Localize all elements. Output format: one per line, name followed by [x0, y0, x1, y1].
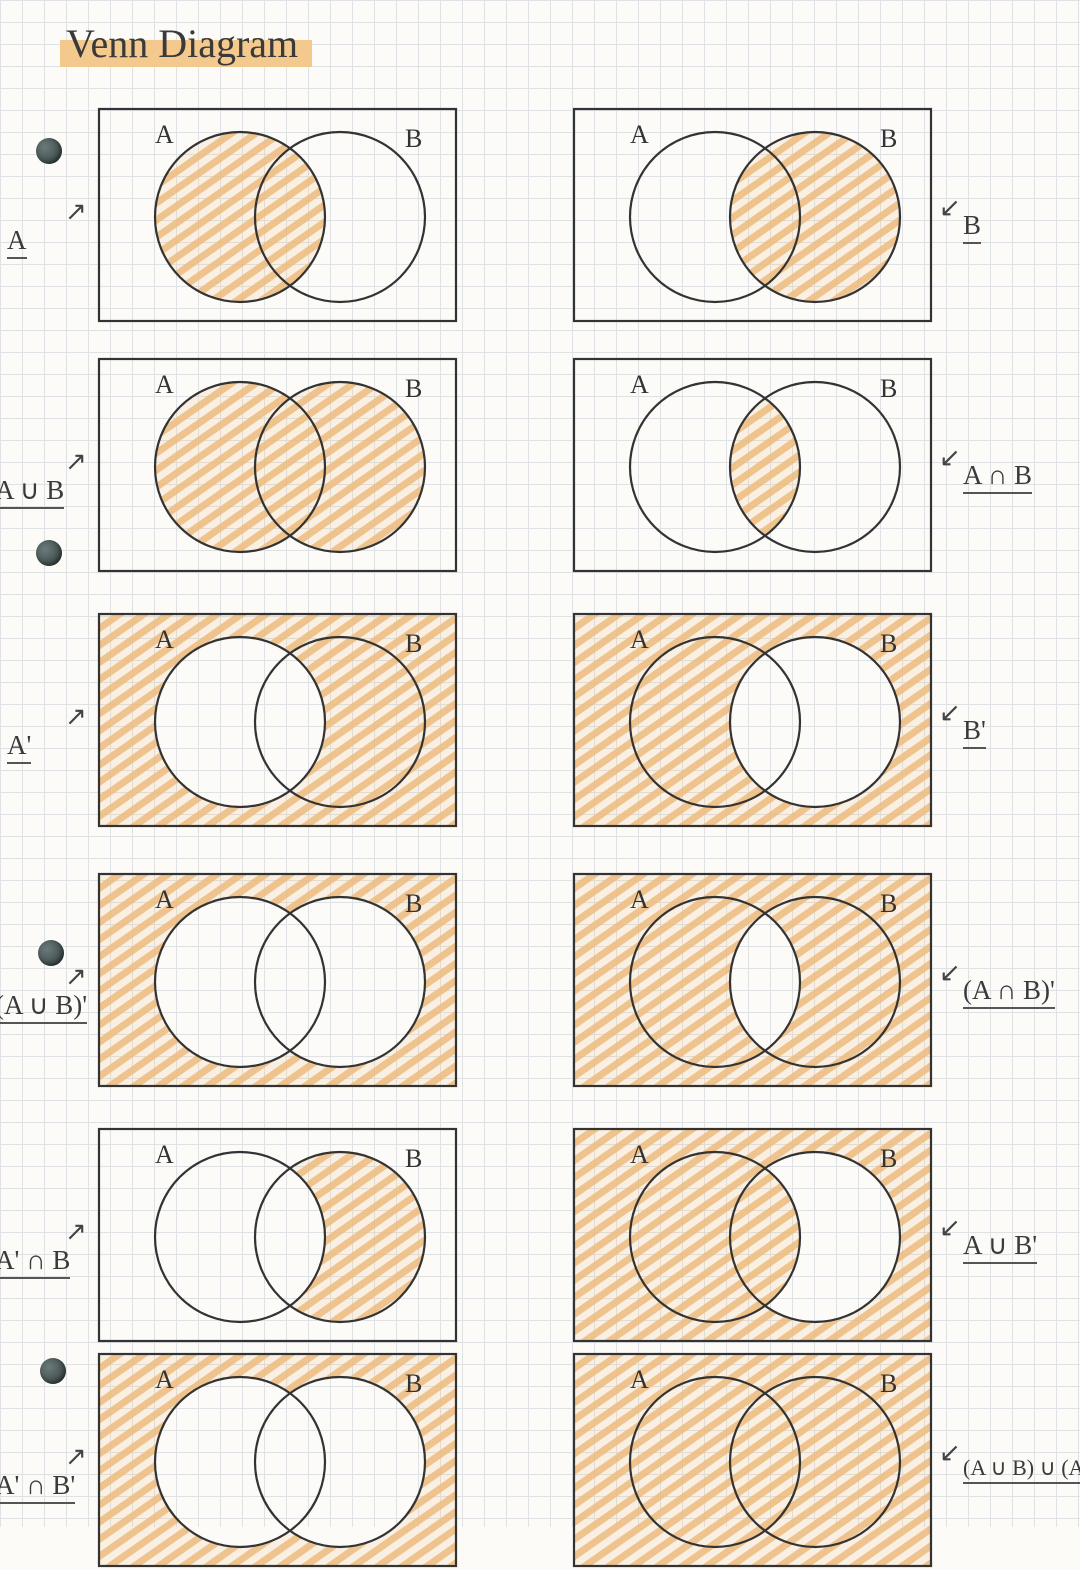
caption-Ac: A' [7, 730, 31, 764]
set-label-b: B [880, 1144, 897, 1173]
venn-svg: A B [95, 610, 460, 830]
venn-AcnB: A B [95, 1125, 460, 1345]
arrow-icon: ↗ [65, 447, 87, 477]
set-label-b: B [405, 374, 422, 403]
arrow-icon: ↙ [939, 698, 961, 728]
venn-svg: A B [95, 870, 460, 1090]
dot-1 [36, 138, 62, 164]
arrow-icon: ↗ [65, 1442, 87, 1472]
venn-svg: A B [570, 610, 935, 830]
set-label-b: B [880, 629, 897, 658]
venn-AcnBc: A B [95, 1350, 460, 1570]
arrow-icon: ↗ [65, 1217, 87, 1247]
dot-4 [40, 1358, 66, 1384]
venn-svg: A B [570, 105, 935, 325]
arrow-icon: ↙ [939, 1438, 961, 1468]
dot-2 [36, 540, 62, 566]
set-label-b: B [405, 629, 422, 658]
set-label-a: A [630, 885, 649, 914]
set-label-b: B [880, 374, 897, 403]
set-label-b: B [405, 1144, 422, 1173]
caption-last: (A ∪ B) ∪ (A ∩ B') [963, 1455, 1080, 1484]
venn-svg: A B [570, 1125, 935, 1345]
caption-A: A [7, 225, 27, 259]
caption-AcnB: A' ∩ B [0, 1245, 70, 1279]
venn-svg: A B [95, 105, 460, 325]
venn-Bc: A B [570, 610, 935, 830]
venn-B: A B [570, 105, 935, 325]
venn-AuBc2: A B [570, 1125, 935, 1345]
set-label-b: B [405, 124, 422, 153]
caption-Bc: B' [963, 715, 986, 749]
set-label-a: A [155, 370, 174, 399]
arrow-icon: ↙ [939, 193, 961, 223]
caption-AnB: A ∩ B [963, 460, 1032, 494]
venn-AuB: A B [95, 355, 460, 575]
venn-svg: A B [570, 870, 935, 1090]
arrow-icon: ↙ [939, 443, 961, 473]
set-label-a: A [155, 625, 174, 654]
venn-svg: A B [95, 355, 460, 575]
set-label-a: A [630, 1140, 649, 1169]
dot-3 [38, 940, 64, 966]
venn-AuBc: A B [95, 870, 460, 1090]
set-label-a: A [630, 120, 649, 149]
arrow-icon: ↗ [65, 702, 87, 732]
venn-last: A B [570, 1350, 935, 1570]
arrow-icon: ↙ [939, 1213, 961, 1243]
venn-svg: A B [95, 1125, 460, 1345]
arrow-icon: ↗ [65, 962, 87, 992]
page-title: Venn Diagram [60, 18, 312, 67]
caption-AcnBc: A' ∩ B' [0, 1470, 75, 1504]
caption-AuBc: (A ∪ B)' [0, 990, 87, 1024]
set-label-a: A [155, 1140, 174, 1169]
venn-Ac: A B [95, 610, 460, 830]
caption-AnBc: (A ∩ B)' [963, 975, 1055, 1009]
caption-AuB: A ∪ B [0, 475, 64, 509]
venn-AnB: A B [570, 355, 935, 575]
set-label-b: B [405, 1369, 422, 1398]
set-label-a: A [155, 120, 174, 149]
set-label-a: A [630, 625, 649, 654]
venn-svg: A B [570, 1350, 935, 1570]
caption-B: B [963, 210, 981, 244]
set-label-a: A [155, 885, 174, 914]
set-label-a: A [155, 1365, 174, 1394]
set-label-a: A [630, 1365, 649, 1394]
set-label-b: B [405, 889, 422, 918]
set-label-b: B [880, 889, 897, 918]
venn-svg: A B [95, 1350, 460, 1570]
set-label-b: B [880, 124, 897, 153]
venn-svg: A B [570, 355, 935, 575]
arrow-icon: ↙ [939, 958, 961, 988]
set-label-b: B [880, 1369, 897, 1398]
venn-A: A B [95, 105, 460, 325]
caption-AuBc2: A ∪ B' [963, 1230, 1037, 1264]
venn-AnBc: A B [570, 870, 935, 1090]
arrow-icon: ↗ [65, 197, 87, 227]
set-label-a: A [630, 370, 649, 399]
